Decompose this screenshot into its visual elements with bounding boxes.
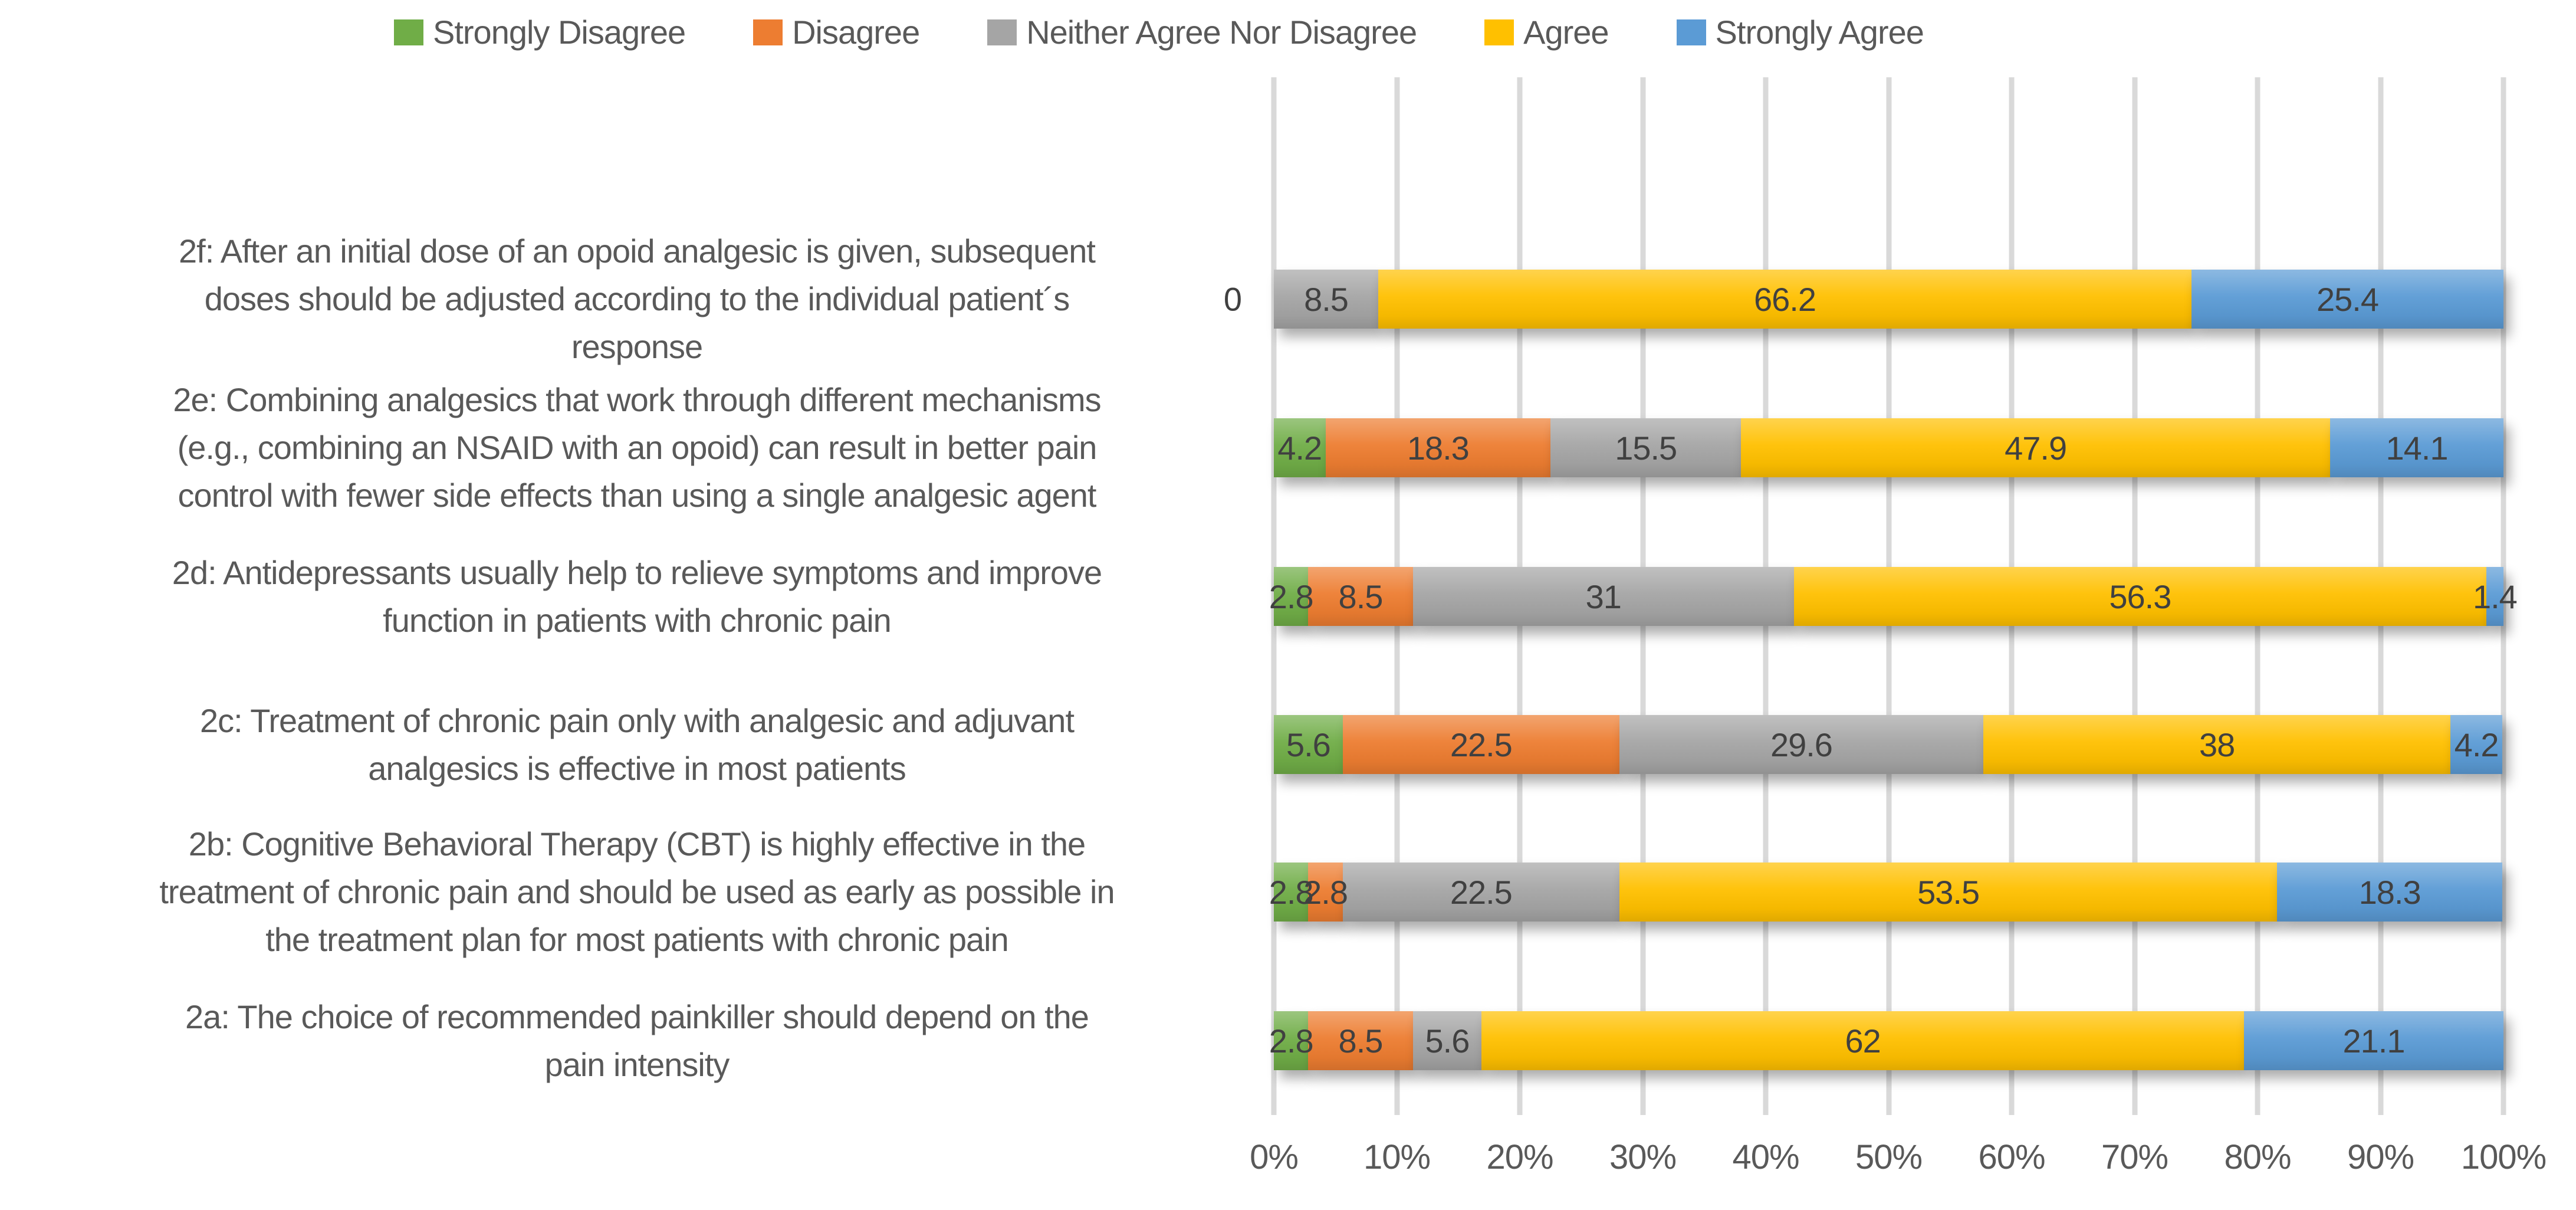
value-label: 2.8 — [1303, 873, 1348, 911]
bar-row-2c: 5.6 22.5 29.6 38 4.2 — [1274, 715, 2503, 774]
value-label: 66.2 — [1754, 280, 1816, 318]
legend: Strongly Disagree Disagree Neither Agree N… — [394, 13, 1924, 51]
bar-segment-2d-disagree: 8.5 — [1308, 567, 1413, 626]
legend-label: Strongly Agree — [1715, 14, 1924, 51]
bar-segment-2a-agree: 62 — [1481, 1011, 2245, 1070]
bar-segment-2b-disagree: 2.8 — [1303, 863, 1348, 922]
x-axis-tick-label: 90% — [2347, 1138, 2414, 1176]
value-label: 62 — [1845, 1022, 1881, 1060]
bar-segment-2c-strongly-agree: 4.2 — [2450, 715, 2502, 774]
bar-segment-2a-disagree: 8.5 — [1308, 1011, 1413, 1070]
x-axis-tick-label: 30% — [1609, 1138, 1677, 1176]
value-label: 2.8 — [1269, 873, 1314, 911]
bar-segment-2d-strongly-agree: 1.4 — [2473, 567, 2518, 626]
bar-row-2a: 2.8 8.5 5.6 62 21.1 — [1269, 1011, 2503, 1070]
value-label: 8.5 — [1338, 578, 1384, 615]
value-label: 8.5 — [1338, 1022, 1384, 1060]
bar-segment-2a-strongly-disagree: 2.8 — [1269, 1011, 1314, 1070]
x-axis-tick-label: 10% — [1363, 1138, 1431, 1176]
legend-item-agree: Agree — [1484, 13, 1609, 51]
value-label: 31 — [1585, 578, 1622, 615]
bar-segment-2f-strongly-agree: 25.4 — [2191, 270, 2504, 329]
legend-label: Neither Agree Nor Disagree — [1026, 14, 1417, 51]
x-axis-tick-label: 100% — [2460, 1138, 2547, 1176]
value-label: 22.5 — [1450, 873, 1513, 911]
category-label-2a: 2a: The choice of recommended painkiller… — [185, 998, 1089, 1083]
legend-label: Strongly Disagree — [433, 14, 686, 51]
bar-segment-2f-agree: 66.2 — [1378, 270, 2191, 329]
value-label: 18.3 — [2358, 873, 2421, 911]
x-axis-tick-label: 60% — [1978, 1138, 2045, 1176]
bar-segment-2a-strongly-agree: 21.1 — [2244, 1011, 2503, 1070]
value-label: 4.2 — [2454, 726, 2499, 763]
bar-segment-2e-strongly-disagree: 4.2 — [1274, 418, 1326, 477]
value-label: 5.6 — [1286, 726, 1331, 763]
x-axis-tick-label: 20% — [1486, 1138, 1553, 1176]
value-label: 53.5 — [1917, 873, 1980, 911]
legend-item-neither-agree-nor-disagree: Neither Agree Nor Disagree — [987, 13, 1417, 51]
bar-row-2b: 2.8 2.8 22.5 53.5 18.3 — [1269, 863, 2503, 922]
bar-row-2f: 0 8.5 66.2 25.4 — [1224, 270, 2504, 329]
value-label: 18.3 — [1407, 429, 1470, 467]
bar-segment-2b-strongly-disagree: 2.8 — [1269, 863, 1314, 922]
bar-segment-2e-agree: 47.9 — [1741, 418, 2330, 477]
legend-item-strongly-disagree: Strongly Disagree — [394, 13, 686, 51]
value-label: 25.4 — [2316, 280, 2379, 318]
bar-segment-2a-neither-agree-nor-disagree: 5.6 — [1412, 1011, 1482, 1070]
bar-segment-2c-agree: 38 — [1983, 715, 2451, 774]
x-axis-tick-label: 0% — [1250, 1138, 1299, 1176]
bar-row-2d: 2.8 8.5 31 56.3 1.4 — [1269, 567, 2518, 626]
x-axis-tick-label: 70% — [2101, 1138, 2168, 1176]
legend-item-disagree: Disagree — [753, 13, 920, 51]
value-label: 22.5 — [1450, 726, 1513, 763]
value-label: 2.8 — [1269, 578, 1314, 615]
legend-label: Disagree — [792, 14, 920, 51]
value-label: 21.1 — [2342, 1022, 2405, 1060]
value-label: 4.2 — [1277, 429, 1322, 467]
category-label-2c: 2c: Treatment of chronic pain only with … — [199, 701, 1075, 787]
value-label: 1.4 — [2472, 578, 2518, 615]
value-label: 56.3 — [2109, 578, 2171, 615]
bar-segment-2e-disagree: 18.3 — [1325, 418, 1551, 477]
value-label: 29.6 — [1770, 726, 1833, 763]
legend-swatch-icon — [987, 19, 1017, 45]
legend-swatch-icon — [1484, 19, 1514, 45]
bar-segment-2b-agree: 53.5 — [1619, 863, 2278, 922]
plot-area: 0 8.5 66.2 25.4 4.2 18.3 15.5 47.9 14.1 2.8 8.5 31 5… — [1224, 77, 2518, 1115]
value-label: 14.1 — [2386, 429, 2448, 467]
value-label: 2.8 — [1269, 1022, 1314, 1060]
value-label: 38 — [2199, 726, 2235, 763]
category-label-2b: 2b: Cognitive Behavioral Therapy (CBT) i… — [159, 825, 1115, 959]
legend-swatch-icon — [1676, 19, 1706, 45]
legend-label: Agree — [1523, 14, 1609, 51]
x-axis-tick-label: 40% — [1732, 1138, 1799, 1176]
value-label: 0 — [1223, 280, 1242, 318]
bar-segment-2b-strongly-agree: 18.3 — [2277, 863, 2502, 922]
x-axis-tick-label: 50% — [1855, 1138, 1923, 1176]
value-label: 15.5 — [1615, 429, 1677, 467]
legend-item-strongly-agree: Strongly Agree — [1676, 13, 1924, 51]
gridline — [2501, 77, 2506, 1115]
bar-segment-2b-neither-agree-nor-disagree: 22.5 — [1342, 863, 1619, 922]
value-label: 5.6 — [1425, 1022, 1470, 1060]
value-label: 8.5 — [1304, 280, 1349, 318]
bar-segment-2f-neither-agree-nor-disagree: 8.5 — [1274, 270, 1379, 329]
x-axis-tick-label: 80% — [2224, 1138, 2291, 1176]
bar-segment-2e-strongly-agree: 14.1 — [2329, 418, 2503, 477]
category-label-2e: 2e: Combining analgesics that work throu… — [173, 381, 1101, 514]
bar-segment-2d-agree: 56.3 — [1793, 567, 2486, 626]
legend-swatch-icon — [753, 19, 783, 45]
bar-row-2e: 4.2 18.3 15.5 47.9 14.1 — [1274, 418, 2503, 477]
bar-segment-2d-strongly-disagree: 2.8 — [1269, 567, 1314, 626]
bar-segment-2c-neither-agree-nor-disagree: 29.6 — [1619, 715, 1984, 774]
bar-segment-2c-strongly-disagree: 5.6 — [1274, 715, 1343, 774]
legend-swatch-icon — [394, 19, 423, 45]
category-label-2f: 2f: After an initial dose of an opoid an… — [179, 232, 1096, 366]
value-label: 47.9 — [2005, 429, 2067, 467]
bar-segment-2d-neither-agree-nor-disagree: 31 — [1412, 567, 1794, 626]
bar-segment-2e-neither-agree-nor-disagree: 15.5 — [1550, 418, 1742, 477]
bar-segment-2c-disagree: 22.5 — [1342, 715, 1619, 774]
category-label-2d: 2d: Antidepressants usually help to reli… — [172, 553, 1102, 639]
